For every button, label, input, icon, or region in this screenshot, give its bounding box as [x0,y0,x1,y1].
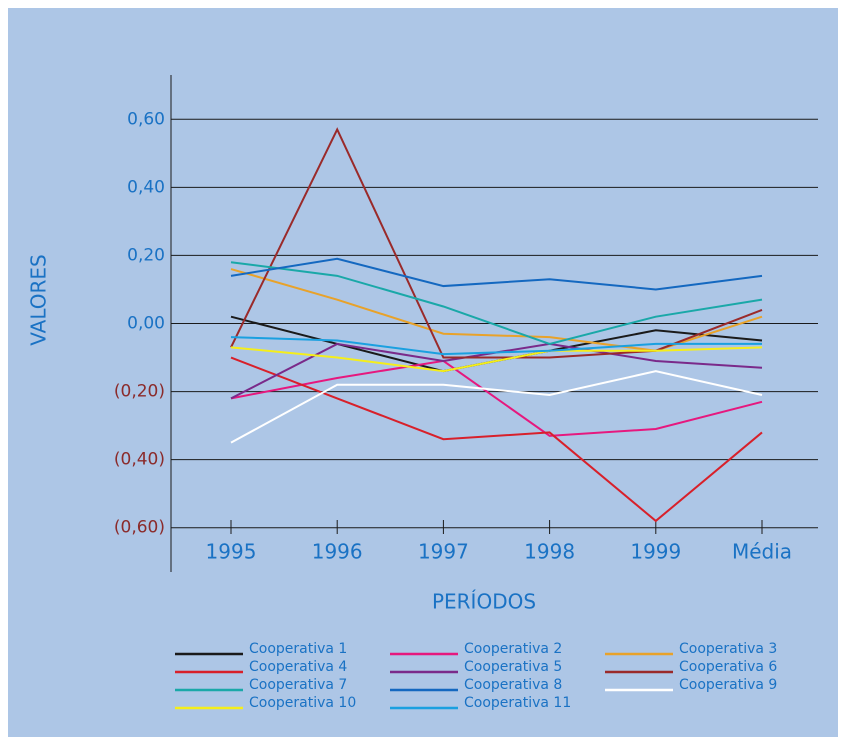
y-tick-label: (0,60) [114,518,165,538]
x-axis-label: PERÍODOS [432,590,536,614]
x-tick-label: 1997 [418,540,469,564]
legend-label: Cooperativa 2 [464,641,562,657]
x-tick-label: 1996 [312,540,363,564]
legend-label: Cooperativa 11 [464,695,571,711]
series-line [230,359,763,437]
legend-label: Cooperativa 6 [679,659,777,675]
series-line [230,257,763,291]
y-tick-label: (0,40) [114,450,165,470]
series-line [230,370,763,444]
x-tick-label: 1998 [524,540,575,564]
series-line [230,261,763,345]
y-tick-label: 0,20 [127,245,165,265]
series-line [230,356,763,523]
legend-label: Cooperativa 7 [249,677,347,693]
y-tick-label: 0,60 [127,109,165,129]
x-tick-label: 1995 [206,540,257,564]
series-line [230,268,763,352]
y-tick-label: 0,40 [127,177,165,197]
x-tick-label: Média [732,540,792,564]
legend-label: Cooperativa 3 [679,641,777,657]
legend-label: Cooperativa 9 [679,677,777,693]
legend-label: Cooperativa 8 [464,677,562,693]
y-tick-label: 0,00 [127,314,165,334]
x-tick-label: 1999 [630,540,681,564]
y-tick-label: (0,20) [114,382,165,402]
legend-label: Cooperativa 1 [249,641,347,657]
series-line [230,346,763,373]
legend-label: Cooperativa 5 [464,659,562,675]
chart-background [8,8,838,737]
legend-label: Cooperativa 10 [249,695,356,711]
legend-label: Cooperativa 4 [249,659,347,675]
y-axis-label: VALORES [27,254,51,345]
series-line [230,336,762,356]
